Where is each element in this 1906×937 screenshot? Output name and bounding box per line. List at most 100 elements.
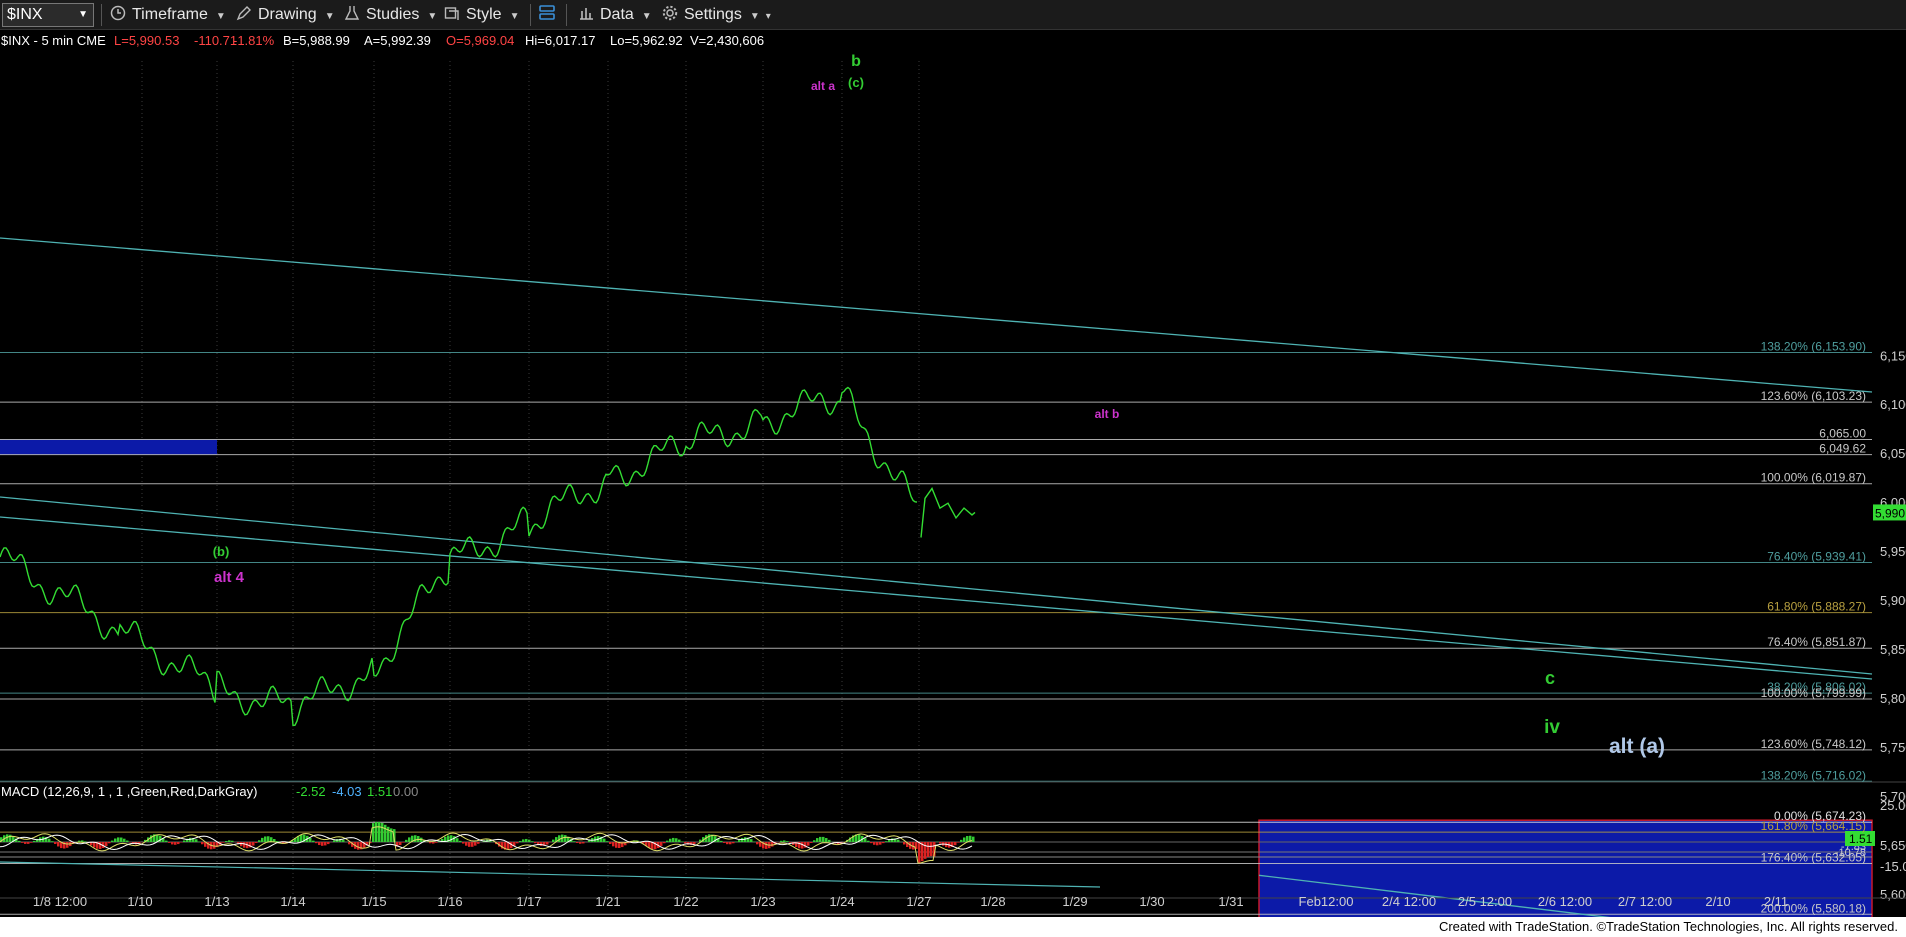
drawing-label: Drawing [258, 6, 317, 23]
macd-pane: MACD (12,26,9, 1 , 1 ,Green,Red,DarkGray… [0, 781, 1906, 888]
macd-histogram-bar [714, 836, 717, 842]
macd-histogram-bar [789, 842, 792, 843]
macd-histogram-bar [543, 842, 546, 846]
header-info: B=5,988.99 [283, 33, 350, 48]
macd-histogram-bar [63, 842, 66, 849]
macd-histogram-bar [183, 840, 186, 842]
macd-histogram-bar [81, 840, 84, 842]
macd-histogram-bar [24, 842, 27, 844]
macd-histogram-bar [819, 836, 822, 842]
macd-histogram-bar [105, 842, 108, 846]
macd-histogram-bar [738, 839, 741, 842]
style-icon [444, 5, 462, 21]
flask-icon [344, 5, 362, 21]
layout-button[interactable] [538, 4, 560, 26]
macd-histogram-bar [519, 840, 522, 842]
date-tick-label: 1/29 [1062, 894, 1087, 909]
macd-histogram-bar [903, 842, 906, 845]
macd-histogram-bar [57, 842, 60, 847]
macd-histogram-bar [111, 840, 114, 842]
macd-histogram-bar [312, 840, 315, 842]
macd-histogram-bar [126, 840, 129, 842]
macd-histogram-bar [96, 842, 99, 849]
macd-histogram-bar [45, 837, 48, 842]
symbol-selector[interactable]: $INX ▼ [2, 3, 94, 27]
macd-current-marker [1845, 831, 1875, 846]
macd-histogram-bar [417, 835, 420, 842]
macd-histogram-bar [453, 836, 456, 842]
trend-line [0, 237, 1873, 393]
pencil-icon [236, 5, 254, 21]
macd-histogram-bar [27, 842, 30, 844]
macd-line [0, 826, 973, 864]
data-menu[interactable]: Data ▼ [578, 4, 652, 26]
style-menu[interactable]: Style ▼ [444, 4, 519, 26]
macd-histogram-bar [762, 842, 765, 849]
date-tick-label: 1/23 [750, 894, 775, 909]
macd-histogram-bar [624, 842, 627, 846]
macd-histogram-bar [333, 840, 336, 842]
macd-histogram-bar [897, 839, 900, 842]
studies-menu[interactable]: Studies ▼ [344, 4, 437, 26]
macd-histogram-bar [474, 842, 477, 846]
macd-histogram-bar [429, 842, 432, 844]
macd-histogram-bar [927, 842, 930, 857]
macd-histogram-bar [594, 836, 597, 842]
macd-marker-label: -10.78 [1835, 847, 1866, 859]
date-tick-label: 2/5 12:00 [1458, 894, 1512, 909]
macd-histogram-bar [261, 837, 264, 842]
macd-histogram-bar [501, 842, 504, 849]
macd-histogram-bar [720, 840, 723, 842]
macd-histogram-bar [123, 838, 126, 842]
chevron-down-icon: ▼ [749, 11, 760, 22]
macd-histogram-bar [282, 842, 285, 844]
macd-histogram-bar [237, 842, 240, 845]
macd-histogram-bar [117, 837, 120, 842]
macd-histogram-bar [699, 839, 702, 842]
header-info: A=5,992.39 [364, 33, 431, 48]
timeframe-menu[interactable]: Timeframe ▼ [110, 4, 226, 26]
macd-histogram-bar [546, 842, 549, 845]
macd-histogram-bar [855, 834, 858, 842]
price-chart[interactable]: MACD (12,26,9, 1 , 1 ,Green,Red,DarkGray… [0, 30, 1906, 917]
macd-histogram-bar [15, 838, 18, 842]
data-label: Data [600, 6, 634, 23]
macd-histogram-bar [267, 836, 270, 842]
settings-menu[interactable]: Settings ▼ ▾ [662, 4, 771, 26]
fib-level-label: 123.60% (5,748.12) [1761, 737, 1866, 751]
header-info: Hi=6,017.17 [525, 33, 595, 48]
macd-histogram-bar [783, 840, 786, 842]
macd-histogram-bar [351, 842, 354, 847]
style-label: Style [466, 6, 502, 23]
macd-histogram-bar [627, 842, 630, 844]
macd-histogram-bar [12, 836, 15, 842]
macd-histogram-bar [9, 834, 12, 842]
macd-histogram-bar [858, 834, 861, 842]
header-info: -110.71 [194, 33, 237, 48]
macd-histogram-bar [84, 841, 87, 842]
macd-histogram-bar [171, 842, 174, 845]
macd-histogram-bar [675, 838, 678, 842]
date-tick-label: 2/6 12:00 [1538, 894, 1592, 909]
macd-histogram-bar [204, 842, 207, 847]
macd-histogram-bar [318, 842, 321, 846]
macd-histogram-bar [963, 837, 966, 842]
macd-histogram-bar [678, 839, 681, 842]
macd-histogram-bar [618, 842, 621, 848]
macd-histogram-bar [525, 838, 528, 842]
macd-histogram-bar [531, 841, 534, 842]
macd-histogram-bar [912, 842, 915, 850]
macd-histogram-bar [435, 842, 438, 843]
date-tick-label: 1/28 [980, 894, 1005, 909]
drawing-menu[interactable]: Drawing ▼ [236, 4, 335, 26]
macd-histogram-bar [138, 842, 141, 844]
macd-histogram-bar [654, 842, 657, 850]
chevron-down-icon: ▼ [215, 11, 226, 22]
macd-histogram-bar [153, 834, 156, 842]
macd-histogram-bar [852, 835, 855, 842]
macd-histogram-bar [159, 835, 162, 842]
macd-histogram-bar [90, 842, 93, 846]
header-info: L=5,990.53 [114, 33, 179, 48]
macd-histogram-bar [828, 839, 831, 842]
fib-level-label: 100.00% (5,799.99) [1761, 686, 1866, 700]
